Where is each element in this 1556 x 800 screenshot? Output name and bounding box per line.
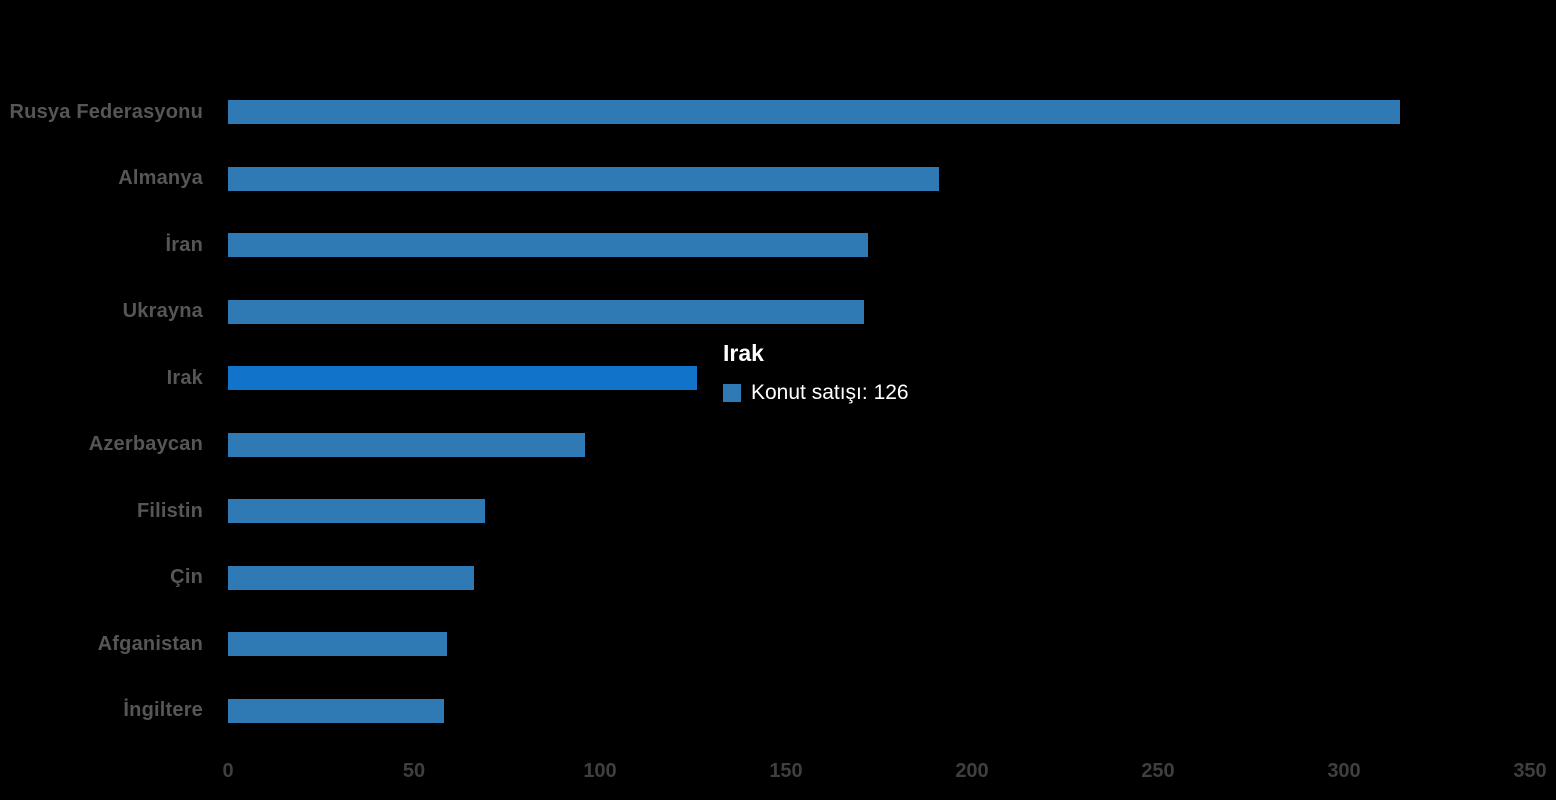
bar[interactable] bbox=[228, 499, 485, 524]
category-label: Almanya bbox=[118, 167, 203, 190]
x-axis-tick-label: 250 bbox=[1141, 760, 1175, 782]
bar-row: Irak bbox=[0, 345, 1556, 412]
bar-row: Afganistan bbox=[0, 611, 1556, 678]
bar-row: İngiltere bbox=[0, 677, 1556, 744]
category-label: İran bbox=[165, 233, 203, 256]
x-axis: 0 50 100 150 200 250 300 350 bbox=[0, 760, 1556, 790]
category-label: İngiltere bbox=[123, 699, 203, 722]
bar[interactable] bbox=[228, 166, 939, 191]
bar[interactable] bbox=[228, 233, 868, 258]
bar[interactable] bbox=[228, 299, 865, 324]
tooltip: Irak Konut satışı: 126 bbox=[723, 340, 909, 406]
tooltip-title: Irak bbox=[723, 340, 764, 366]
bar[interactable] bbox=[228, 100, 1400, 124]
bar[interactable] bbox=[228, 565, 474, 590]
bar-row: Filistin bbox=[0, 478, 1556, 545]
bar-row: Ukrayna bbox=[0, 278, 1556, 345]
category-label: Çin bbox=[170, 566, 203, 589]
tooltip-series-row: Konut satışı: 126 bbox=[723, 381, 909, 405]
bar[interactable] bbox=[228, 632, 448, 657]
bar[interactable] bbox=[228, 698, 444, 723]
bar[interactable] bbox=[228, 366, 697, 391]
tooltip-series-swatch-icon bbox=[723, 384, 741, 403]
category-label: Azerbaycan bbox=[88, 433, 203, 456]
category-label: Filistin bbox=[136, 499, 203, 522]
x-axis-tick-label: 150 bbox=[769, 760, 803, 782]
x-axis-tick-label: 200 bbox=[955, 760, 989, 782]
x-axis-tick-label: 350 bbox=[1513, 760, 1547, 782]
bar-row: Azerbaycan bbox=[0, 411, 1556, 478]
bar[interactable] bbox=[228, 432, 586, 457]
category-label: Rusya Federasyonu bbox=[9, 100, 203, 123]
bar-row: Rusya Federasyonu bbox=[0, 79, 1556, 146]
bar-row: Almanya bbox=[0, 145, 1556, 212]
category-label: Ukrayna bbox=[122, 300, 203, 323]
bar-row: İran bbox=[0, 212, 1556, 279]
x-axis-tick-label: 300 bbox=[1327, 760, 1361, 782]
x-axis-tick-label: 50 bbox=[402, 760, 426, 782]
bar-row: Çin bbox=[0, 544, 1556, 611]
category-label: Irak bbox=[166, 366, 203, 389]
category-label: Afganistan bbox=[97, 632, 203, 655]
tooltip-series-value: Konut satışı: 126 bbox=[751, 381, 909, 405]
x-axis-tick-label: 0 bbox=[222, 760, 234, 782]
x-axis-tick-label: 100 bbox=[583, 760, 617, 782]
